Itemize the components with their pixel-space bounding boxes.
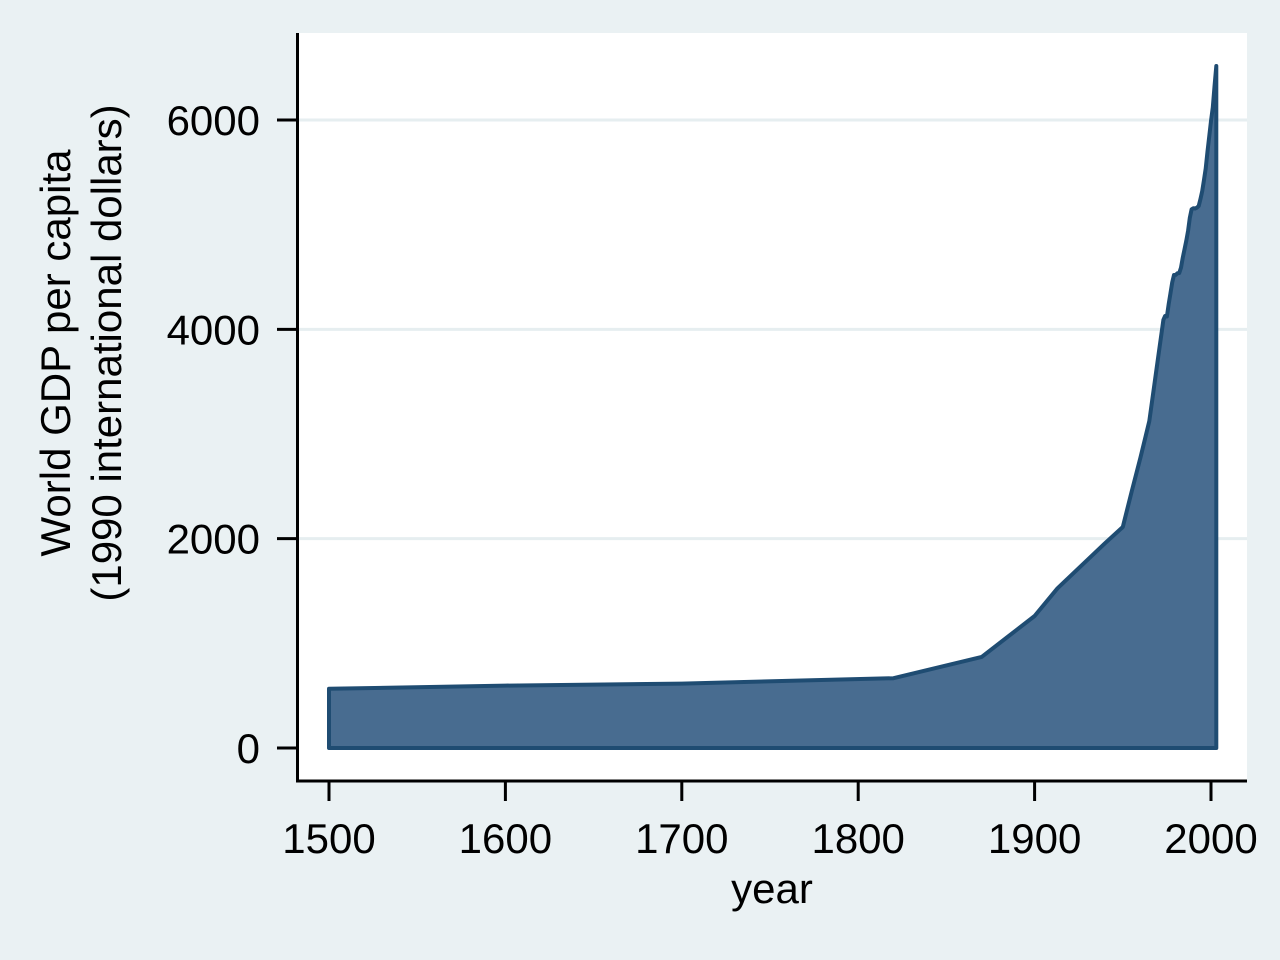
x-tick-label-1800: 1800 — [811, 815, 904, 862]
x-tick-label-1600: 1600 — [459, 815, 552, 862]
y-axis-title-line2: (1990 international dollars) — [83, 104, 130, 601]
x-axis-title: year — [731, 865, 813, 912]
x-axis-tick-labels: 1500 1600 1700 1800 1900 2000 — [282, 815, 1257, 862]
x-tick-label-1900: 1900 — [988, 815, 1081, 862]
area-world-gdp-per-capita — [327, 64, 1219, 750]
x-tick-label-1700: 1700 — [635, 815, 728, 862]
x-axis-ticks — [327, 782, 1213, 801]
y-axis-tick-labels: 0 2000 4000 6000 — [167, 97, 260, 772]
y-tick-label-6000: 6000 — [167, 97, 260, 144]
y-tick-label-4000: 4000 — [167, 306, 260, 353]
y-axis-ticks — [277, 118, 296, 750]
x-tick-label-2000: 2000 — [1164, 815, 1257, 862]
gridlines — [299, 118, 1247, 541]
y-tick-label-0: 0 — [237, 725, 260, 772]
y-axis-title-line1: World GDP per capita — [32, 149, 79, 557]
x-tick-label-1500: 1500 — [282, 815, 375, 862]
y-tick-label-2000: 2000 — [167, 516, 260, 563]
area-series-group — [327, 64, 1219, 750]
